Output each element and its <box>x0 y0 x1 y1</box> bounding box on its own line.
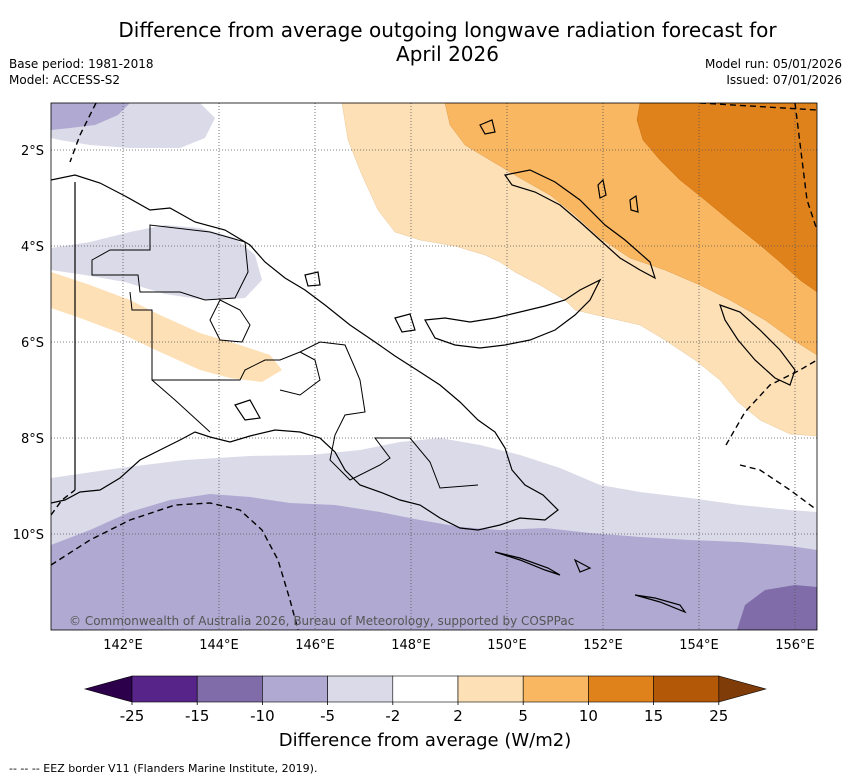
colorbar-segment <box>327 675 394 703</box>
model-name: Model: ACCESS-S2 <box>9 73 121 87</box>
colorbar-segment <box>392 675 459 703</box>
colorbar-tick-label: -15 <box>185 707 210 725</box>
anomaly-minus-10-to-5-south <box>51 494 817 630</box>
lon-label: 152°E <box>583 638 623 653</box>
anomaly-minus-5-to-2-west <box>51 225 262 300</box>
colorbar-tick-label: -25 <box>120 707 145 725</box>
colorbar-label: Difference from average (W/m2) <box>278 730 572 751</box>
colorbar-segment <box>196 675 263 703</box>
title-line-1: Difference from average outgoing longwav… <box>118 18 777 42</box>
colorbar-segment <box>131 675 198 703</box>
map-frame <box>50 102 818 631</box>
lon-label: 144°E <box>199 638 239 653</box>
new-britain-coastline <box>424 278 602 349</box>
new-guinea-coastline <box>51 174 559 531</box>
colorbar-segment <box>522 675 589 703</box>
lat-label: 8°S <box>21 432 44 447</box>
colorbar-tick-label: 10 <box>579 707 598 725</box>
colorbar-tick-label: 25 <box>709 707 728 725</box>
lon-label: 154°E <box>679 638 719 653</box>
anomaly-minus-15-to-10-southeast <box>737 585 817 630</box>
colorbar-tick-label: -2 <box>385 707 400 725</box>
lon-label: 150°E <box>487 638 527 653</box>
eez-footnote: -- -- -- EEZ border V11 (Flanders Marine… <box>9 762 318 775</box>
latitude-labels: 2°S 4°S 6°S 8°S 10°S <box>13 144 44 543</box>
colorbar-segment <box>588 675 654 703</box>
title-line-2: April 2026 <box>396 42 499 66</box>
map-area <box>51 103 817 630</box>
colorbar-extend-low <box>83 675 133 703</box>
colorbar-segment <box>457 675 524 703</box>
colorbar-tick-label: -5 <box>320 707 335 725</box>
colorbar-tick-label: 5 <box>518 707 528 725</box>
new-ireland-coastline <box>503 169 657 280</box>
model-run: Model run: 05/01/2026 <box>704 57 842 71</box>
gridlines <box>51 103 817 630</box>
lon-label: 156°E <box>775 638 815 653</box>
base-period: Base period: 1981-2018 <box>9 57 154 71</box>
province-borders <box>91 224 479 489</box>
colorbar-extend-high <box>718 675 767 703</box>
bougainville-coastline <box>719 304 796 386</box>
lat-label: 2°S <box>21 144 44 159</box>
lat-label: 10°S <box>13 528 44 543</box>
islands-outlines <box>234 119 687 614</box>
colorbar-segment <box>262 675 328 703</box>
anomaly-minus-10-to-5-northwest <box>51 103 130 130</box>
colorbar-tick-label: -10 <box>250 707 275 725</box>
eez-borders <box>51 103 817 630</box>
lon-label: 142°E <box>103 638 143 653</box>
lon-label: 146°E <box>295 638 335 653</box>
lat-label: 6°S <box>21 336 44 351</box>
lat-label: 4°S <box>21 240 44 255</box>
anomaly-orange-west-band <box>51 272 282 382</box>
colorbar-tick-label: 2 <box>453 707 463 725</box>
lon-label: 148°E <box>391 638 431 653</box>
issued-date: Issued: 07/01/2026 <box>726 73 842 87</box>
meta-right: Model run: 05/01/2026 Issued: 07/01/2026 <box>705 56 842 88</box>
colorbar-tick-label: 15 <box>644 707 663 725</box>
longitude-labels: 142°E 144°E 146°E 148°E 150°E 152°E 154°… <box>103 638 815 653</box>
map-title: Difference from average outgoing longwav… <box>0 18 850 66</box>
copyright-notice: © Commonwealth of Australia 2026, Bureau… <box>69 614 575 628</box>
colorbar-segment <box>653 675 720 703</box>
coastlines <box>51 119 796 614</box>
colorbar: -25 -15 -10 -5 -2 2 5 10 15 25 <box>83 675 767 725</box>
meta-left: Base period: 1981-2018 Model: ACCESS-S2 <box>9 56 154 88</box>
